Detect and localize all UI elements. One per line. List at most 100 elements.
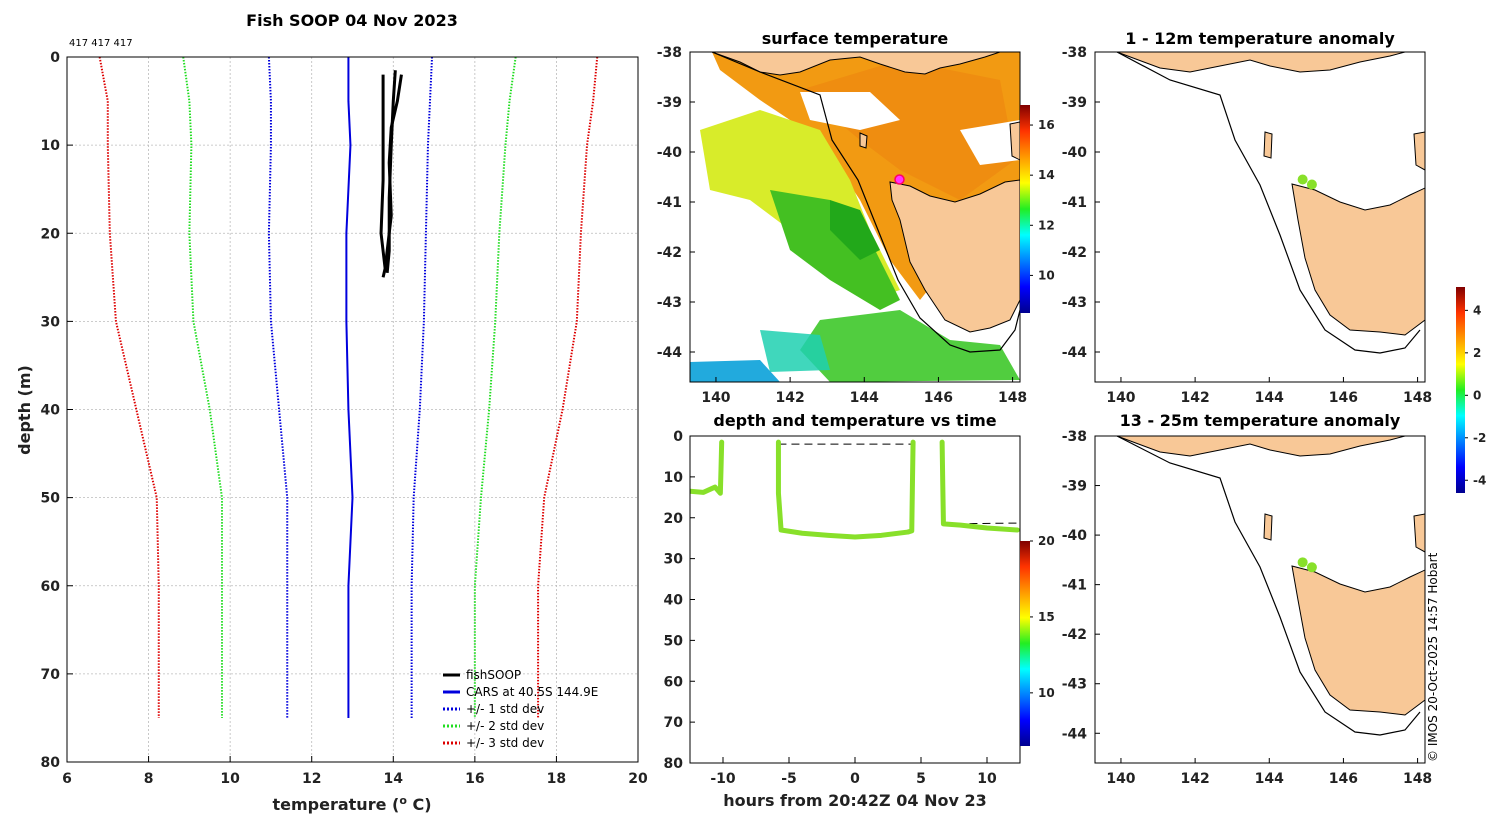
anomaly2-panel: 13 - 25m temperature anomaly 140 142 144 14… [1062, 287, 1486, 787]
map-ytick-label: -38 [657, 45, 682, 61]
map-ytick-label: -44 [1062, 345, 1088, 361]
profile-grid [66, 56, 639, 763]
timeseries-ytick-label: 40 [664, 593, 684, 609]
timeseries-frame [689, 435, 1021, 764]
anomaly2-frame [1094, 435, 1426, 764]
sst-title: surface temperature [762, 29, 949, 48]
anomaly-colorbar [1456, 287, 1465, 493]
sst-tasmania [889, 179, 1020, 333]
map-xtick-label: 146 [924, 390, 953, 406]
profile-legend: fishSOOP CARS at 40.5S 144.9E +/- 1 std … [443, 668, 598, 750]
timeseries-colorbar [1020, 541, 1030, 746]
profile-xlabel: temperature (o C) [272, 794, 431, 814]
profile-ytick-label: 20 [41, 226, 61, 242]
map-ytick-label: -39 [1062, 95, 1087, 111]
std2-high-line [473, 57, 517, 718]
timeseries-xtick-label: -10 [710, 771, 736, 787]
map-xtick-label: 142 [775, 390, 804, 406]
colorbar-tick-label: 14 [1038, 168, 1055, 182]
std3-high-line [537, 57, 599, 718]
sst-ticks: 140 142 144 146 148 -38 -39 -40 -41 -42 -43 -44 [657, 45, 1027, 406]
timeseries-xtick-label: 0 [850, 771, 860, 787]
profile-ytick-label: 50 [41, 491, 61, 507]
timeseries-cast-track [690, 439, 725, 496]
map-xtick-label: 140 [1106, 771, 1135, 787]
sst-south-water [800, 310, 1020, 382]
anomaly1-tasmania [1291, 183, 1425, 336]
timeseries-xtick-label: 10 [977, 771, 997, 787]
map-ytick-label: -41 [1062, 578, 1087, 594]
sst-panel: surface temperature 14 [657, 29, 1055, 406]
sst-position-marker [894, 174, 905, 185]
timeseries-xtick-label: -5 [781, 771, 797, 787]
profile-xtick-label: 16 [465, 771, 484, 787]
map-xtick-label: 140 [1106, 390, 1135, 406]
colorbar-tick-label: -2 [1473, 431, 1486, 445]
anomaly2-map [1116, 436, 1425, 736]
anomaly-point [1297, 557, 1308, 568]
std2-low-line [182, 57, 223, 718]
timeseries-cast-track [939, 439, 1020, 533]
sst-cloud [960, 120, 1020, 165]
timeseries-xlabel: hours from 20:42Z 04 Nov 23 [723, 791, 986, 810]
timeseries-xtick-label: 5 [916, 771, 926, 787]
timeseries-ytick-label: 50 [664, 633, 684, 649]
anomaly1-map [1116, 52, 1425, 354]
cars-mean-line [345, 57, 354, 718]
profile-xtick-label: 6 [62, 771, 72, 787]
anomaly2-king-island [1263, 513, 1273, 541]
profile-ytick-label: 30 [41, 314, 61, 330]
timeseries-data [690, 439, 1020, 540]
map-ytick-label: -39 [657, 95, 682, 111]
anomaly2-tasmania [1291, 565, 1425, 716]
map-ytick-label: -44 [657, 345, 683, 361]
colorbar-tick-label: 12 [1038, 218, 1055, 232]
anomaly2-mainland [1116, 436, 1406, 457]
map-xtick-label: 140 [701, 390, 730, 406]
timeseries-ytick-label: 60 [664, 674, 684, 690]
credit-text: © IMOS 20-Oct-2025 14:57 Hobart [1426, 552, 1440, 762]
sst-south-cold [690, 360, 780, 382]
anomaly1-flinders-island [1413, 131, 1425, 171]
map-ytick-label: -41 [657, 195, 682, 211]
profile-xtick-label: 20 [628, 771, 648, 787]
anomaly1-mainland [1116, 52, 1406, 73]
profile-ticks: 6 8 10 12 14 16 18 20 0 10 20 30 40 50 60 70 80 [41, 50, 648, 787]
timeseries-ytick-label: 80 [664, 756, 684, 772]
anomaly1-title: 1 - 12m temperature anomaly [1125, 29, 1395, 48]
map-xtick-label: 142 [1180, 771, 1209, 787]
map-xtick-label: 144 [1255, 390, 1284, 406]
map-ytick-label: -43 [1062, 295, 1087, 311]
map-ytick-label: -38 [1062, 45, 1087, 61]
sst-colorbar-ticks: 10 12 14 16 [1030, 118, 1055, 282]
profile-ytick-label: 70 [41, 667, 61, 683]
profile-xtick-label: 12 [302, 771, 321, 787]
map-ytick-label: -43 [1062, 677, 1087, 693]
anomaly1-panel: 1 - 12m temperature anomaly 140 142 144 146… [1062, 29, 1432, 406]
anomaly2-flinders-island [1413, 513, 1425, 553]
anomaly1-frame [1094, 51, 1426, 383]
profile-xtick-label: 14 [384, 771, 404, 787]
timeseries-title: depth and temperature vs time [713, 411, 996, 430]
colorbar-tick-label: 4 [1473, 303, 1481, 317]
map-ytick-label: -40 [1062, 145, 1088, 161]
std1-high-line [410, 57, 434, 718]
anomaly-point [1297, 174, 1308, 185]
map-ytick-label: -40 [657, 145, 683, 161]
colorbar-tick-label: 15 [1038, 610, 1055, 624]
anomaly-point [1306, 562, 1317, 573]
profile-panel: Fish SOOP 04 Nov 2023 417 417 417 6 8 10 12… [15, 11, 648, 814]
anomaly2-title: 13 - 25m temperature anomaly [1120, 411, 1401, 430]
colorbar-tick-label: 0 [1473, 388, 1481, 402]
colorbar-tick-label: 10 [1038, 686, 1055, 700]
map-ytick-label: -44 [1062, 726, 1088, 742]
timeseries-colorbar-ticks: 10 15 20 [1030, 534, 1055, 700]
timeseries-ytick-label: 0 [673, 429, 683, 445]
map-xtick-label: 148 [1403, 390, 1432, 406]
sst-shelf-contour [711, 52, 1020, 353]
legend-std2: +/- 2 std dev [466, 719, 544, 733]
sst-south-cool [760, 330, 830, 372]
map-xtick-label: 142 [1180, 390, 1209, 406]
sst-map [690, 52, 1020, 382]
